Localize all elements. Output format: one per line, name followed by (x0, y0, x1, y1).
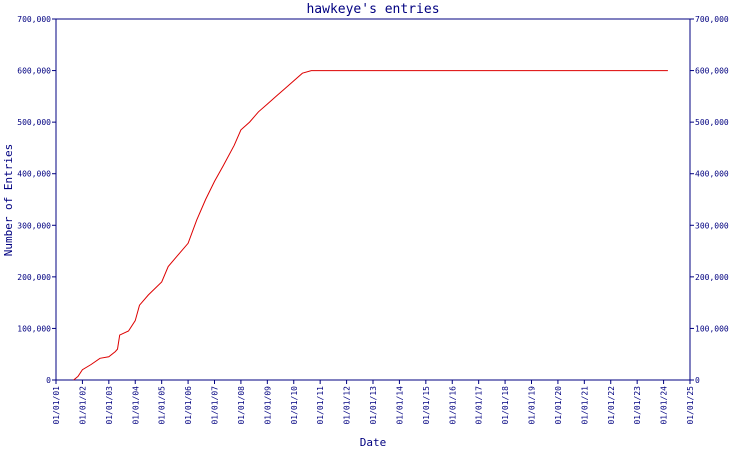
y-tick-label-left: 600,000 (17, 67, 51, 76)
x-tick-label: 01/01/16 (448, 386, 457, 425)
x-tick-label: 01/01/06 (184, 386, 193, 425)
y-tick-label-right: 400,000 (695, 170, 729, 179)
x-tick-label: 01/01/01 (52, 386, 61, 425)
y-tick-label-left: 700,000 (17, 15, 51, 24)
chart-title: hawkeye's entries (306, 2, 439, 17)
y-tick-label-right: 600,000 (695, 67, 729, 76)
y-tick-label-left: 200,000 (17, 273, 51, 282)
x-tick-label: 01/01/15 (422, 386, 431, 425)
series-line (73, 70, 668, 381)
x-tick-label: 01/01/18 (501, 386, 510, 425)
y-tick-label-left: 300,000 (17, 221, 51, 230)
y-tick-label-right: 100,000 (695, 324, 729, 333)
x-axis-label: Date (360, 436, 387, 449)
y-tick-label-left: 0 (46, 376, 51, 385)
x-tick-label: 01/01/20 (554, 386, 563, 425)
x-tick-label: 01/01/08 (237, 386, 246, 425)
y-tick-label-left: 400,000 (17, 170, 51, 179)
x-tick-label: 01/01/14 (395, 386, 404, 425)
x-tick-label: 01/01/09 (263, 386, 272, 425)
x-tick-label: 01/01/10 (290, 386, 299, 425)
axis-ticks: 0 0 100,000 100,000 200,000 200,000 300,000 300… (17, 15, 729, 425)
y-tick-label-right: 200,000 (695, 273, 729, 282)
x-tick-label: 01/01/04 (131, 386, 140, 425)
x-tick-label: 01/01/11 (316, 386, 325, 425)
x-tick-label: 01/01/21 (580, 386, 589, 425)
x-tick-label: 01/01/19 (528, 386, 537, 425)
x-tick-label: 01/01/02 (78, 386, 87, 425)
x-tick-label: 01/01/03 (105, 386, 114, 425)
y-tick-label-right: 300,000 (695, 221, 729, 230)
x-tick-label: 01/01/05 (158, 386, 167, 425)
x-tick-label: 01/01/23 (633, 386, 642, 425)
x-tick-label: 01/01/17 (475, 386, 484, 425)
x-tick-label: 01/01/25 (686, 386, 695, 425)
y-tick-label-right: 500,000 (695, 118, 729, 127)
x-tick-label: 01/01/24 (660, 386, 669, 425)
x-tick-label: 01/01/12 (343, 386, 352, 425)
y-tick-label-left: 100,000 (17, 324, 51, 333)
y-tick-label-right: 700,000 (695, 15, 729, 24)
plot-frame (55, 18, 691, 381)
x-tick-label: 01/01/07 (211, 386, 220, 425)
x-tick-label: 01/01/22 (607, 386, 616, 425)
y-axis-label: Number of Entries (2, 144, 15, 257)
y-tick-label-left: 500,000 (17, 118, 51, 127)
x-tick-label: 01/01/13 (369, 386, 378, 425)
y-tick-label-right: 0 (695, 376, 700, 385)
